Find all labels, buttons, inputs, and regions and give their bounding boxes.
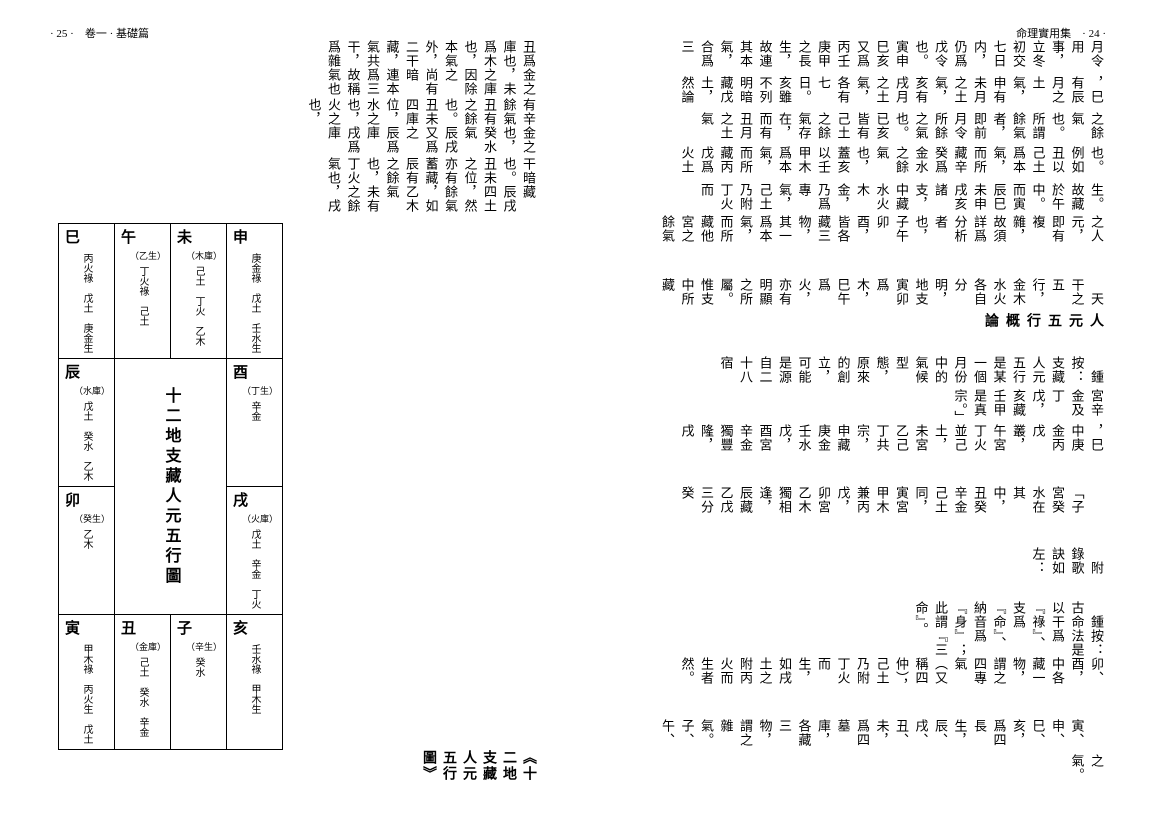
p24-col-12: 生。故藏於午中。而寅辰巳未申戌亥諸支，中藏水火木金，乃爲專氣，己土乃附丁火而 — [622, 183, 1106, 215]
cell-chou: 丑 （金庫） 己土 癸水 辛金 — [115, 615, 171, 750]
cell-shen: 申 庚金祿 戊土 壬水生 — [227, 224, 283, 359]
p24-col-11: 之人元，即有複雜，故須詳爲分析者也，子午卯酉，皆各藏三物，其一爲本氣，而所藏他宮… — [622, 215, 1106, 252]
cell-wu: 午 （乙生） 丁火祿 己土 — [115, 224, 171, 359]
cell-yin: 寅 甲木祿 丙火生 戊土 — [59, 615, 115, 750]
cell-xu: 戌 （火庫） 戊土 辛金 丁火 — [227, 487, 283, 615]
page-25: · 25 · 卷一 · 基礎篇 《十二地支藏人元五行圖》 巳 丙火祿 戊土 庚金… — [40, 20, 548, 802]
p24-col-2: 卯、酉，中各藏一物，謂之四專氣（又稱四仲），己土乃附丁火而生，如戌土之附丙火而生… — [622, 657, 1106, 693]
cell-chen: 辰 （水庫） 戊土 癸水 乙木 — [59, 359, 115, 487]
p24-col-3: 鍾按：古命法是以干爲『祿』、支爲『命』、納音爲『身』；此謂『三命』。 — [622, 575, 1106, 657]
cell-mao: 卯 （癸生） 乙木 — [59, 487, 115, 615]
p24-col-0: 之氣。 — [622, 754, 1106, 782]
cell-zi: 子 （辛生） 癸水 — [171, 615, 227, 750]
p24-section-title: 人元五行概論 — [622, 313, 1106, 330]
cell-si: 巳 丙火祿 戊土 庚金生 — [59, 224, 115, 359]
p24-col-14: 之餘氣也。所謂餘氣者，即前月令所餘之氣也。已亥皆有己土之餘氣存在，而有丑月之土氣 — [622, 112, 1106, 146]
p24-col-10: 天干之五行，金木水火各自分明，地支寅卯爲木，巳午爲火，亦有明顯之所屬。惟支中所藏 — [622, 252, 1106, 313]
cell-wei: 未 （木庫） 己土 丁火 乙木 — [171, 224, 227, 359]
cell-you: 酉 （丁生） 辛金 — [227, 359, 283, 487]
p24-col-1: 寅、申、巳、亥，爲四長生，辰、戌、丑、未，爲四墓庫，各藏三物，謂之雜氣。子、午、 — [622, 693, 1106, 754]
p24-col-4: 附錄歌訣如左： — [622, 521, 1106, 575]
page-24-header: 命理實用集 · 24 · — [1016, 25, 1106, 41]
page-24: 命理實用集 · 24 · 之氣。 寅、申、巳、亥，爲四長生，辰、戌、丑、未，爲四… — [608, 20, 1116, 802]
page-25-header: · 25 · 卷一 · 基礎篇 — [50, 25, 149, 41]
p24-col-5: 「子宮癸水在其中，丑癸辛金己土同，寅宮甲木兼丙戊，卯宮乙木獨相逢，辰藏乙戊三分癸 — [622, 460, 1106, 521]
p24-col-13: 也。例如丑以己土爲本氣，而所藏辛癸爲金水之餘氣也，蓋亥以壬甲木爲本氣，而所藏丙戊… — [622, 146, 1106, 183]
chart-title: 《十二地支藏人元五行圖》 — [50, 750, 538, 782]
p24-col-15: ，巳有辰月之土氣，申有未月之土氣，亥有戌月之土氣，各有七日。亥雖不列明暗藏戊土，… — [622, 76, 1106, 112]
p24-col-6: ，巳中庚金丙戊叢，午宮丁火並己土，未宮乙己丁共宗，申藏庚金壬水戊，酉宮辛金獨豐隆… — [622, 424, 1106, 460]
cell-center: 十二地支藏人元五行圖 — [115, 359, 227, 615]
p24-col-16: 月令用事，立冬初交七日内，仍爲戊令也。寅申巳亥又爲丙壬庚甲之長生，故連其本氣，合… — [622, 40, 1106, 76]
p24-col-7: 宮辛金及丁戊，亥藏壬甲是真宗。」 — [622, 389, 1106, 425]
p25-col-2: 丑爲金之庫也，未爲木之庫也，因除本氣之外，尚有二干暗藏，連本氣共爲三干，故稱爲雜… — [54, 40, 538, 98]
zodiac-table: 巳 丙火祿 戊土 庚金生 午 （乙生） 丁火祿 己土 未 （木庫） 己土 丁火 … — [58, 223, 538, 750]
p25-col-0: 干暗藏也。辰戌丑未四土之位，然亦有餘氣蓄藏，如辰有乙木之餘氣也，未有丁火之餘氣也… — [54, 157, 538, 215]
p25-col-1: 有辛金之餘氣也，丑有癸水之餘氣也。辰戌丑未又爲四庫之位，辰爲水之庫也，戌爲火之庫… — [54, 98, 538, 156]
p24-col-8: 鍾按：支藏人元五行是某一個月份中的氣候型態，原來的創立，可能是源自二十八宿 — [622, 330, 1106, 388]
cell-hai: 亥 壬水祿 甲木生 — [227, 615, 283, 750]
